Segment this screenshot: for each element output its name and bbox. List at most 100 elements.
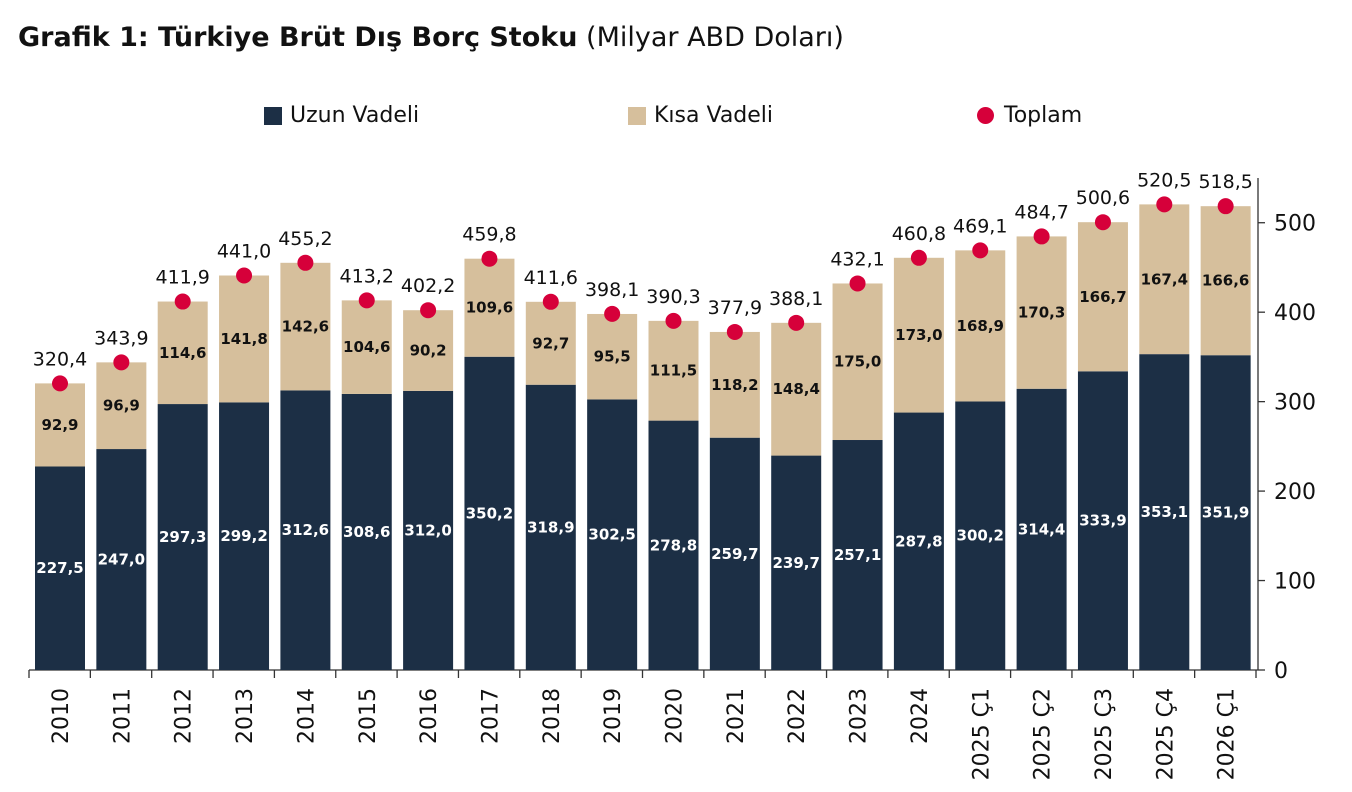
x-tick-label: 2025 Ç2: [1031, 688, 1056, 780]
bar-short-term: [403, 310, 454, 391]
total-marker: [910, 249, 927, 266]
data-label-total: 518,5: [1198, 171, 1252, 193]
data-label-long-term: 351,9: [1202, 504, 1249, 522]
total-marker: [420, 302, 437, 319]
data-label-long-term: 318,9: [527, 518, 574, 536]
legend-label-short-term: Kısa Vadeli: [654, 103, 774, 128]
legend-marker-total: [977, 107, 994, 124]
x-tick-label: 2011: [110, 688, 135, 744]
bar-short-term: [96, 362, 147, 450]
bar-long-term: [893, 412, 944, 670]
bar-short-term: [893, 257, 944, 413]
bar-long-term: [157, 404, 208, 670]
data-label-total: 455,2: [278, 228, 332, 250]
bar-long-term: [280, 390, 331, 670]
bar-short-term: [1200, 206, 1251, 356]
data-label-total: 402,2: [401, 275, 455, 297]
total-marker: [849, 275, 866, 292]
data-label-long-term: 297,3: [159, 528, 206, 546]
data-label-total: 413,2: [340, 265, 394, 287]
bar-long-term: [96, 449, 147, 670]
bar-long-term: [1077, 371, 1128, 670]
data-label-short-term: 170,3: [1018, 304, 1065, 322]
bar-short-term: [587, 313, 638, 400]
x-tick-label: 2019: [601, 688, 626, 744]
data-label-long-term: 239,7: [772, 554, 819, 572]
bar-long-term: [587, 399, 638, 670]
data-label-short-term: 168,9: [957, 317, 1004, 335]
bar-long-term: [832, 440, 883, 670]
y-tick-label: 300: [1274, 391, 1316, 416]
bar-short-term: [341, 300, 392, 394]
bar-long-term: [403, 390, 454, 670]
chart-legend: Uzun Vadeli Kısa Vadeli Toplam: [0, 103, 1352, 133]
total-marker: [236, 267, 253, 284]
data-label-short-term: 92,9: [41, 416, 78, 434]
bar-short-term: [1139, 204, 1190, 355]
x-tick-label: 2012: [172, 688, 197, 744]
x-tick-label: 2018: [540, 688, 565, 744]
data-label-total: 343,9: [94, 327, 148, 349]
bar-long-term: [35, 466, 85, 670]
data-label-short-term: 118,2: [711, 376, 758, 394]
data-label-total: 388,1: [769, 288, 823, 310]
total-marker: [113, 354, 130, 371]
bar-long-term: [219, 402, 270, 670]
bar-short-term: [157, 301, 208, 405]
y-tick-label: 400: [1274, 301, 1316, 326]
data-label-total: 520,5: [1137, 169, 1191, 191]
legend-item-total: Toplam: [977, 103, 1082, 128]
data-label-total: 377,9: [708, 297, 762, 319]
total-marker: [358, 292, 375, 309]
data-label-short-term: 90,2: [410, 342, 447, 360]
total-marker: [52, 375, 68, 392]
bar-short-term: [832, 283, 883, 441]
data-label-long-term: 302,5: [588, 526, 635, 544]
chart-title-main: Grafik 1: Türkiye Brüt Dış Borç Stoku: [18, 22, 578, 53]
data-label-total: 469,1: [953, 215, 1007, 237]
total-marker: [972, 242, 989, 259]
data-label-long-term: 278,8: [650, 536, 697, 554]
data-label-short-term: 166,6: [1202, 272, 1249, 290]
legend-label-long-term: Uzun Vadeli: [290, 103, 420, 128]
bar-short-term: [955, 250, 1006, 402]
bar-long-term: [464, 356, 515, 670]
x-tick-label: 2017: [478, 688, 503, 744]
x-tick-label: 2013: [233, 688, 258, 744]
bar-long-term: [648, 420, 699, 670]
bar-short-term: [219, 275, 270, 403]
data-label-short-term: 96,9: [103, 397, 140, 415]
bar-long-term: [1200, 355, 1251, 670]
bar-long-term: [771, 455, 822, 670]
data-label-short-term: 95,5: [594, 348, 631, 366]
bar-short-term: [280, 262, 331, 391]
x-tick-label: 2025 Ç4: [1153, 688, 1178, 780]
bar-long-term: [709, 437, 760, 670]
legend-label-total: Toplam: [1004, 103, 1083, 128]
data-label-long-term: 314,4: [1018, 520, 1065, 538]
chart-title-unit: (Milyar ABD Doları): [586, 22, 844, 53]
bar-long-term: [955, 401, 1006, 670]
data-label-short-term: 104,6: [343, 338, 390, 356]
total-marker: [297, 254, 314, 271]
x-tick-label: 2021: [724, 688, 749, 744]
x-tick-label: 2026 Ç1: [1215, 688, 1240, 780]
legend-item-long-term: Uzun Vadeli: [264, 103, 419, 128]
total-marker: [788, 314, 805, 331]
total-marker: [604, 305, 621, 322]
bar-short-term: [35, 383, 85, 467]
x-tick-label: 2014: [294, 688, 319, 744]
x-tick-label: 2015: [356, 688, 381, 744]
bar-short-term: [1077, 222, 1128, 372]
x-tick-label: 2020: [663, 688, 688, 744]
data-label-long-term: 333,9: [1079, 512, 1126, 530]
legend-swatch-long-term: [264, 106, 282, 125]
data-label-long-term: 299,2: [220, 527, 267, 545]
total-marker: [1156, 196, 1173, 213]
y-tick-label: 0: [1274, 659, 1288, 684]
data-label-short-term: 142,6: [282, 318, 329, 336]
total-marker: [1033, 228, 1050, 245]
data-label-total: 411,6: [524, 267, 578, 289]
x-tick-label: 2022: [785, 688, 810, 744]
